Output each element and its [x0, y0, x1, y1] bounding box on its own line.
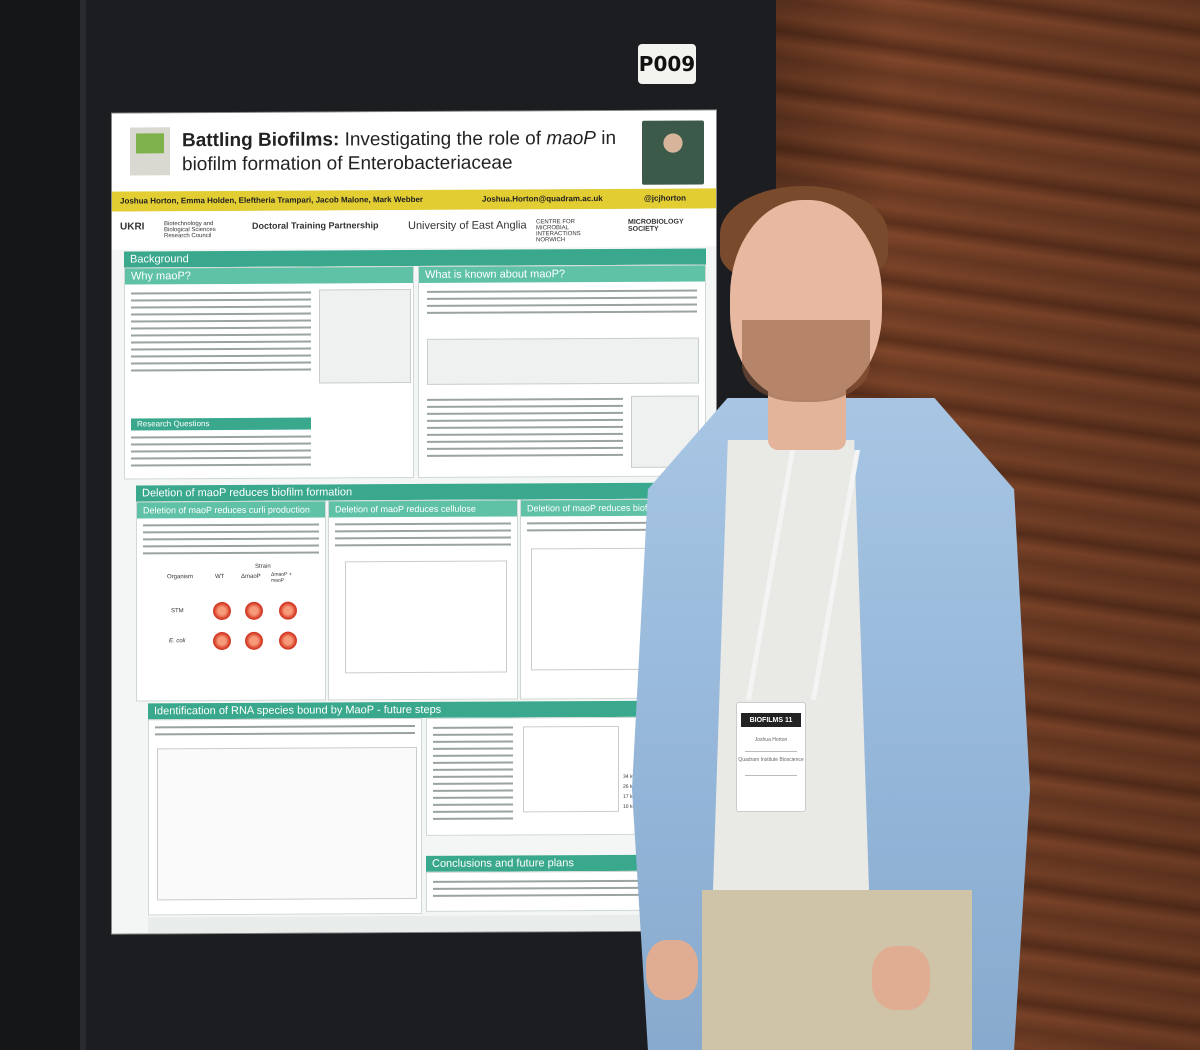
logo-uea: University of East Anglia	[408, 219, 527, 233]
colony-stm-mutant	[245, 601, 263, 620]
why-text	[131, 291, 311, 377]
author-email: Joshua.Horton@quadram.ac.uk	[482, 194, 603, 204]
heading-known: What is known about maoP?	[419, 265, 705, 283]
author-photo	[642, 120, 704, 185]
badge-title: BIOFILMS 11	[741, 713, 801, 727]
rna-text	[155, 724, 415, 740]
known-text-2	[427, 397, 623, 462]
poster-title: Battling Biofilms: Investigating the rol…	[182, 127, 617, 176]
heading-research-questions: Research Questions	[131, 417, 311, 431]
colony-ecoli-mutant	[245, 631, 263, 650]
panel-clip-seq	[148, 717, 422, 916]
badge-divider	[745, 751, 797, 752]
logo-strip: UKRI Biotechnology and Biological Scienc…	[112, 208, 716, 250]
presenter-tshirt	[712, 440, 870, 920]
badge-divider-2	[745, 775, 797, 776]
table-header: Strain	[255, 563, 271, 570]
table-col-complement: ΔmaoP + maoP	[271, 571, 292, 584]
logo-dtp: Doctoral Training Partnership	[252, 220, 379, 231]
cellulose-text	[335, 522, 511, 551]
quadram-logo	[130, 127, 170, 176]
figure-operon	[427, 337, 699, 385]
badge-org: Quadram Institute Bioscience	[738, 757, 804, 763]
table-col-organism: Organism	[167, 574, 194, 581]
author-handle: @jcjhorton	[644, 193, 687, 203]
panel-known: What is known about maoP?	[418, 264, 706, 478]
colony-stm-complement	[279, 601, 297, 620]
poster-header: Battling Biofilms: Investigating the rol…	[112, 110, 716, 192]
logo-ukri: UKRI	[120, 221, 145, 233]
badge-name: Joshua Horton	[754, 737, 788, 743]
colony-stm-wt	[213, 601, 231, 621]
presenter-left-hand	[646, 940, 698, 1000]
known-text	[427, 289, 697, 319]
heading-why: Why maoP?	[125, 267, 413, 285]
table-col-wt: WT	[215, 573, 225, 581]
table-row-stm: STM	[171, 608, 184, 615]
heading-curli: Deletion of maoP reduces curli productio…	[137, 501, 325, 519]
flag-text	[433, 726, 513, 824]
panel-why: Why maoP? Research Questions	[124, 266, 414, 480]
presenter-right-hand	[872, 946, 930, 1010]
curli-text	[143, 523, 319, 559]
poster-id-label: P009	[638, 44, 696, 84]
heading-cellulose: Deletion of maoP reduces cellulose produ…	[329, 500, 517, 530]
references-strip	[148, 914, 706, 934]
figure-cellulose-plot	[345, 560, 507, 674]
presenter-pants	[702, 890, 972, 1050]
colony-ecoli-wt	[213, 631, 231, 651]
figure-flag-plot	[523, 725, 619, 813]
poster: Battling Biofilms: Investigating the rol…	[112, 110, 716, 934]
logo-microbiology-society: MICROBIOLOGY SOCIETY	[628, 218, 684, 233]
panel-curli: Deletion of maoP reduces curli productio…	[136, 500, 326, 702]
table-row-ecoli: E. coli	[169, 638, 186, 645]
neighbor-board	[0, 0, 90, 1050]
presenter-beard	[742, 320, 870, 402]
figure-tradis	[319, 289, 411, 384]
research-text	[131, 435, 311, 472]
logo-bbsrc: Biotechnology and Biological Sciences Re…	[164, 221, 216, 240]
table-col-mutant: ΔmaoP	[241, 573, 261, 580]
figure-clip-workflow	[157, 746, 417, 901]
colony-ecoli-complement	[279, 631, 297, 650]
panel-cellulose: Deletion of maoP reduces cellulose produ…	[328, 499, 518, 701]
logo-cmi: CENTRE FOR MICROBIAL INTERACTIONS NORWIC…	[536, 219, 581, 244]
name-badge: BIOFILMS 11 Joshua Horton Quadram Instit…	[736, 702, 806, 812]
